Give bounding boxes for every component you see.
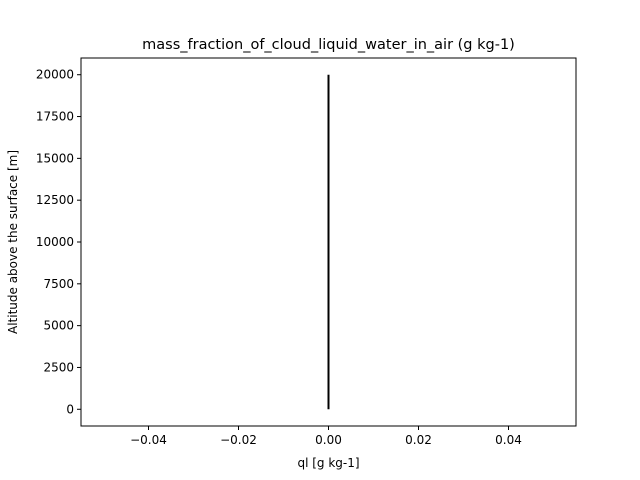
y-tick-label: 12500 xyxy=(36,193,74,207)
y-tick-label: 7500 xyxy=(43,277,74,291)
y-tick-label: 20000 xyxy=(36,68,74,82)
x-axis-label: ql [g kg-1] xyxy=(297,456,359,470)
y-tick-label: 0 xyxy=(66,402,74,416)
chart-title: mass_fraction_of_cloud_liquid_water_in_a… xyxy=(142,37,515,53)
x-tick-label: 0.00 xyxy=(315,433,342,447)
y-tick-label: 5000 xyxy=(43,319,74,333)
x-tick-label: 0.04 xyxy=(495,433,522,447)
y-tick-label: 2500 xyxy=(43,360,74,374)
x-tick-label: −0.04 xyxy=(130,433,167,447)
x-tick-label: −0.02 xyxy=(220,433,257,447)
y-tick-label: 17500 xyxy=(36,110,74,124)
y-tick-label: 15000 xyxy=(36,151,74,165)
axes-frame xyxy=(80,57,577,427)
x-tick-label: 0.02 xyxy=(405,433,432,447)
y-axis-ticks: 0 2500 5000 7500 10000 12500 15000 17500 20000 xyxy=(36,68,81,416)
x-axis-ticks: −0.04 −0.02 0.00 0.02 0.04 xyxy=(130,426,522,447)
y-axis-label: Altitude above the surface [m] xyxy=(6,150,20,334)
y-tick-label: 10000 xyxy=(36,235,74,249)
